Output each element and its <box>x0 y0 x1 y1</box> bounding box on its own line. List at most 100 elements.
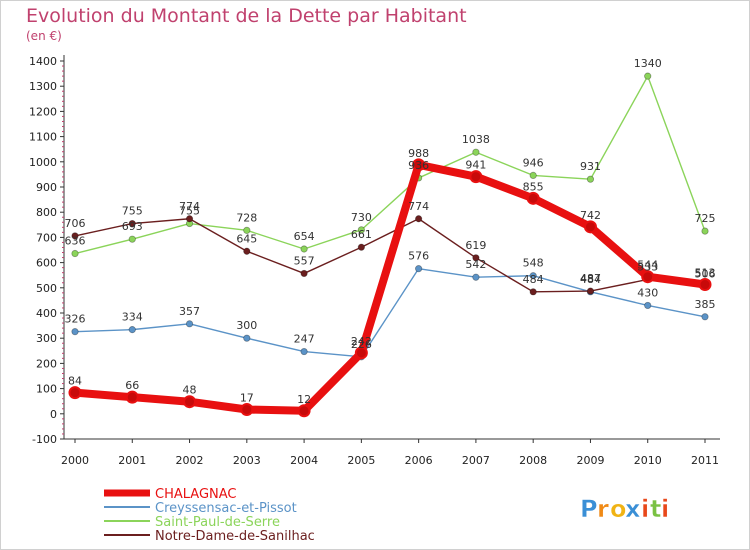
x-tick-label: 2003 <box>233 454 261 467</box>
legend-label: CHALAGNAC <box>155 487 237 502</box>
y-tick-label: 100 <box>36 383 57 396</box>
data-point <box>529 272 537 280</box>
data-label: 48 <box>183 384 197 397</box>
x-tick-label: 2009 <box>576 454 604 467</box>
data-point <box>240 403 254 417</box>
data-point <box>243 247 251 255</box>
data-labels: 326 334 357 300 247 226 576 542 548 484 430 385 636 6… <box>65 57 716 406</box>
data-label: 706 <box>65 217 86 230</box>
data-point <box>586 175 595 183</box>
x-tick-label: 2004 <box>290 454 318 467</box>
y-tick-label: 0 <box>50 408 57 421</box>
y-tick-label: 1200 <box>29 105 57 118</box>
data-point <box>472 148 480 156</box>
data-label: 542 <box>465 258 486 271</box>
data-label: 936 <box>408 159 429 172</box>
logo-letter: r <box>597 495 609 523</box>
data-label: 654 <box>294 230 315 243</box>
data-label: 693 <box>122 220 143 233</box>
data-point <box>71 249 79 258</box>
data-point <box>526 191 540 205</box>
data-point <box>701 313 709 321</box>
data-point <box>354 346 368 360</box>
data-point <box>644 72 652 80</box>
data-label: 1340 <box>634 57 662 70</box>
x-tick-label: 2001 <box>118 454 146 467</box>
y-tick-label: -100 <box>32 433 57 446</box>
series-chalagnac <box>68 158 712 418</box>
data-label: 487 <box>580 272 601 285</box>
data-label: 619 <box>465 239 486 252</box>
data-point <box>583 220 597 234</box>
logo-letter: t <box>650 495 661 523</box>
data-point <box>357 226 365 234</box>
data-point <box>300 269 308 278</box>
data-point <box>185 320 194 328</box>
data-point <box>586 287 595 295</box>
data-label: 755 <box>122 205 143 218</box>
data-label: 946 <box>523 156 544 169</box>
legend: CHALAGNACCreyssensac-et-PissotSaint-Paul… <box>104 487 315 544</box>
data-label: 326 <box>65 313 86 326</box>
data-point <box>415 265 423 273</box>
series-line <box>74 267 706 358</box>
logo-letter: P <box>580 495 598 523</box>
data-point <box>698 278 712 292</box>
data-label: 774 <box>408 200 429 213</box>
data-label: 506 <box>695 267 716 280</box>
y-tick-label: 1100 <box>29 131 57 144</box>
data-label: 576 <box>408 250 429 263</box>
series-layer <box>68 72 712 418</box>
series-line <box>74 218 706 293</box>
data-label: 17 <box>240 392 254 405</box>
data-point <box>529 171 537 180</box>
data-point <box>297 404 311 418</box>
y-tick-label: 1000 <box>29 156 57 169</box>
data-label: 1038 <box>462 133 490 146</box>
data-label: 728 <box>236 211 257 224</box>
data-label: 557 <box>294 254 315 267</box>
data-point <box>68 386 82 400</box>
y-tick-label: 600 <box>36 257 57 270</box>
data-point <box>185 215 194 223</box>
data-point <box>701 227 709 235</box>
chart-subtitle: (en €) <box>26 29 62 43</box>
data-point <box>128 326 136 334</box>
data-label: 385 <box>695 298 716 311</box>
data-label: 544 <box>637 259 658 272</box>
data-label: 66 <box>125 379 139 392</box>
legend-label: Notre-Dame-de-Sanilhac <box>155 529 315 544</box>
data-point <box>243 334 251 342</box>
x-tick-label: 2000 <box>61 454 89 467</box>
data-label: 730 <box>351 211 372 224</box>
data-point <box>641 270 655 284</box>
data-label: 755 <box>179 205 200 218</box>
x-tick-label: 2007 <box>462 454 490 467</box>
logo-letter: i <box>641 495 649 523</box>
data-label: 931 <box>580 160 601 173</box>
data-label: 484 <box>580 273 601 286</box>
data-point <box>469 170 483 184</box>
legend-label: Saint-Paul-de-Serre <box>155 515 280 530</box>
data-point <box>412 158 426 172</box>
data-point <box>125 390 139 404</box>
data-point <box>529 288 537 296</box>
data-label: 742 <box>580 209 601 222</box>
x-tick-label: 2002 <box>176 454 204 467</box>
logo-letter: o <box>610 495 627 523</box>
series-creyssensac-et-pissot <box>71 265 709 361</box>
data-point <box>71 232 79 240</box>
y-tick-label: 500 <box>36 282 57 295</box>
data-point <box>472 273 480 281</box>
data-label: 12 <box>297 393 311 406</box>
data-point <box>128 219 136 228</box>
chart-title: Evolution du Montant de la Dette par Hab… <box>26 5 467 27</box>
series-line <box>71 160 709 415</box>
y-tick-label: 200 <box>36 357 57 370</box>
legend-label: Creyssensac-et-Pissot <box>155 501 297 516</box>
data-label: 84 <box>68 375 82 388</box>
data-label: 513 <box>695 267 716 280</box>
